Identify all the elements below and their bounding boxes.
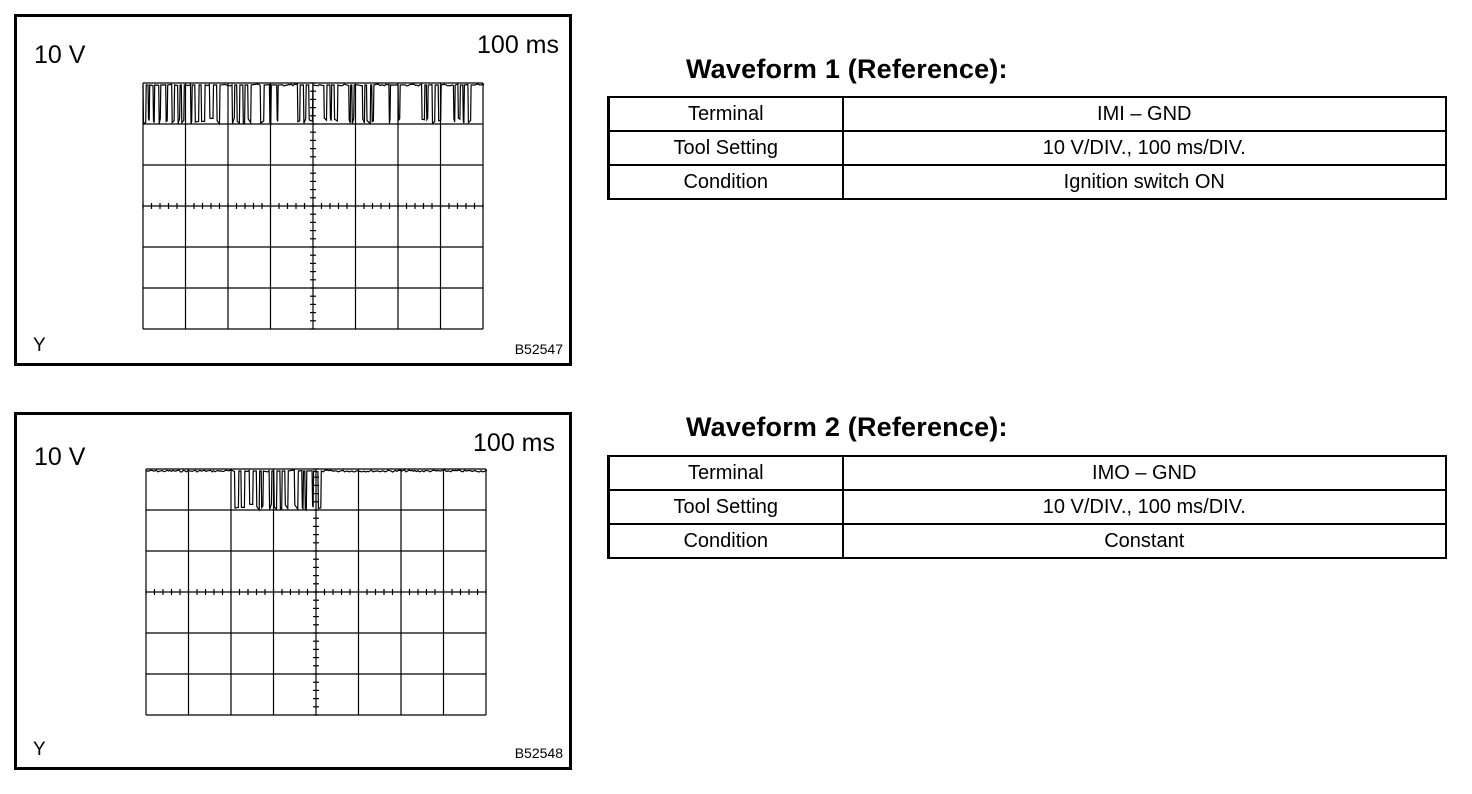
volt-per-div-label: 10 V xyxy=(34,443,86,471)
time-per-div-label: 100 ms xyxy=(477,31,559,59)
table-row: Condition Constant xyxy=(607,523,1447,559)
scope-grid xyxy=(142,82,484,330)
waveform-trace xyxy=(142,83,485,126)
time-per-div-label: 100 ms xyxy=(473,429,555,457)
tool-setting-value: 10 V/DIV., 100 ms/DIV. xyxy=(841,489,1447,525)
terminal-label: Terminal xyxy=(607,455,844,491)
waveform-1-heading: Waveform 1 (Reference): xyxy=(686,54,1008,84)
terminal-value: IMI – GND xyxy=(841,96,1447,132)
oscilloscope-panel-2: 10 V 100 ms Y B52548 xyxy=(14,412,572,770)
tool-setting-label: Tool Setting xyxy=(607,130,844,166)
oscilloscope-panel-1: 10 V 100 ms Y B52547 xyxy=(14,14,572,366)
table-row: Terminal IMO – GND xyxy=(607,455,1447,491)
table-row: Tool Setting 10 V/DIV., 100 ms/DIV. xyxy=(607,489,1447,525)
oscilloscope-screen-1 xyxy=(142,82,485,330)
condition-label: Condition xyxy=(607,164,844,200)
y-axis-label: Y xyxy=(33,335,46,356)
condition-value: Ignition switch ON xyxy=(841,164,1447,200)
table-row: Tool Setting 10 V/DIV., 100 ms/DIV. xyxy=(607,130,1447,166)
y-axis-label: Y xyxy=(33,739,46,760)
waveform-trace xyxy=(146,469,488,512)
figure-code: B52547 xyxy=(514,341,563,357)
terminal-label: Terminal xyxy=(607,96,844,132)
terminal-value: IMO – GND xyxy=(841,455,1447,491)
waveform-2-table: Terminal IMO – GND Tool Setting 10 V/DIV… xyxy=(607,455,1447,559)
condition-label: Condition xyxy=(607,523,844,559)
condition-value: Constant xyxy=(841,523,1447,559)
tool-setting-label: Tool Setting xyxy=(607,489,844,525)
table-row: Condition Ignition switch ON xyxy=(607,164,1447,200)
figure-code: B52548 xyxy=(514,745,563,761)
table-row: Terminal IMI – GND xyxy=(607,96,1447,132)
waveform-2-heading: Waveform 2 (Reference): xyxy=(686,412,1008,442)
tool-setting-value: 10 V/DIV., 100 ms/DIV. xyxy=(841,130,1447,166)
waveform-1-table: Terminal IMI – GND Tool Setting 10 V/DIV… xyxy=(607,96,1447,200)
scope-grid xyxy=(145,468,487,716)
volt-per-div-label: 10 V xyxy=(34,41,86,69)
oscilloscope-screen-2 xyxy=(145,468,488,716)
